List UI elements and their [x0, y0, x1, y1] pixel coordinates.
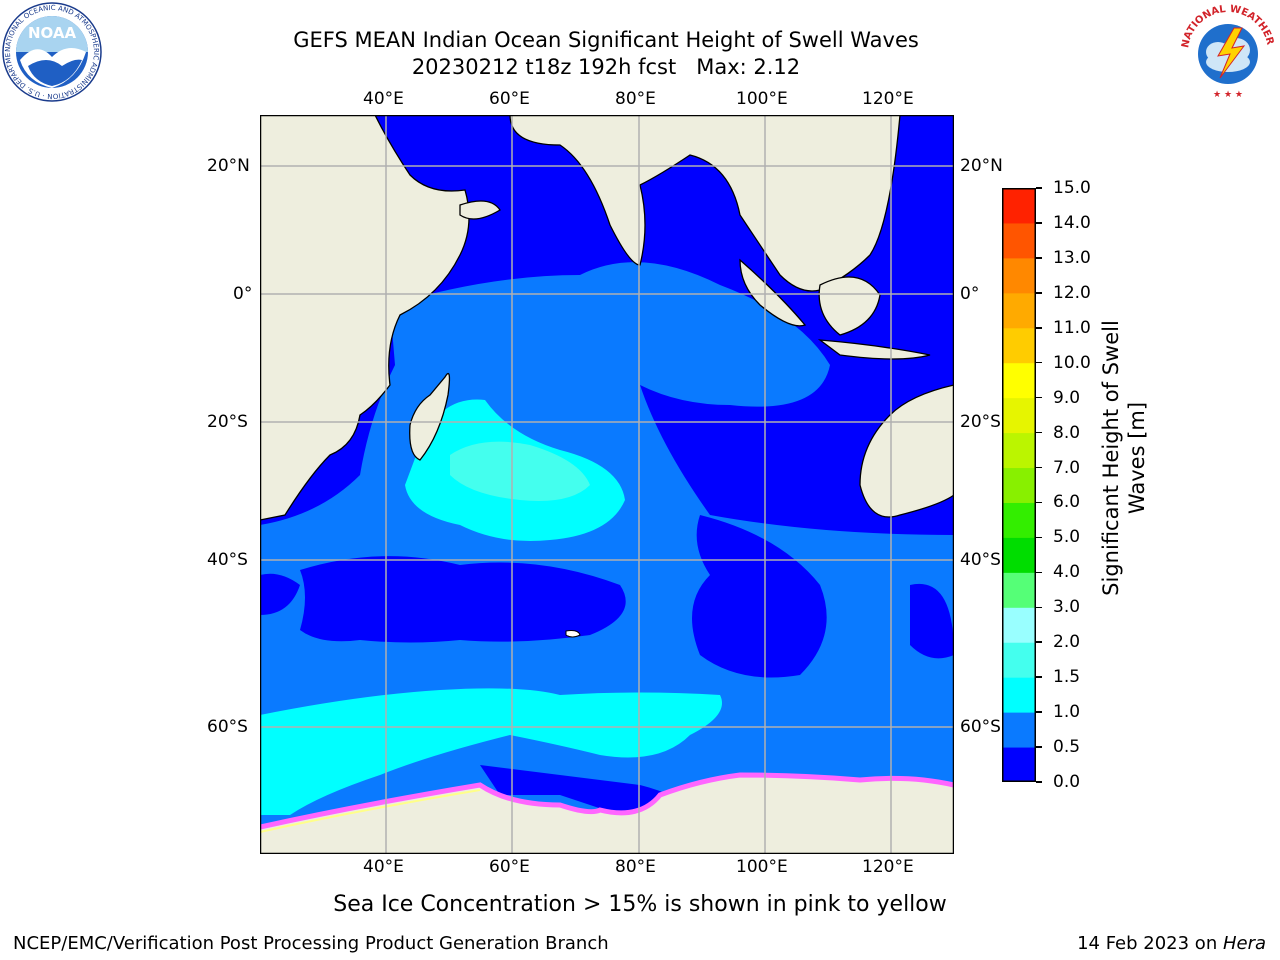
- colorbar-tick-mark: [1036, 606, 1042, 609]
- lat-tick-left: 20°N: [207, 156, 250, 176]
- colorbar-tick-mark: [1036, 746, 1042, 748]
- colorbar-segment: [1002, 292, 1036, 329]
- colorbar-tick-mark: [1036, 187, 1042, 189]
- colorbar-tick-label: 3.0: [1053, 597, 1081, 618]
- colorbar-segment: [1002, 502, 1036, 538]
- colorbar-tick-mark: [1036, 466, 1042, 469]
- lat-tick-left: 40°S: [207, 550, 248, 570]
- sea-ice-note: Sea Ice Concentration > 15% is shown in …: [333, 892, 947, 917]
- lon-tick-top: 80°E: [615, 89, 656, 109]
- java-land: [817, 339, 931, 360]
- colorbar-segment: [1002, 607, 1036, 643]
- nws-logo: NATIONAL WEATHER SERVICE ★ ★ ★: [1178, 2, 1277, 101]
- colorbar-tick-label: 15.0: [1053, 178, 1091, 198]
- footer-branch: NCEP/EMC/Verification Post Processing Pr…: [13, 933, 609, 954]
- colorbar-tick-mark: [1036, 292, 1042, 294]
- footer-date: 14 Feb 2023 on Hera: [1077, 933, 1266, 954]
- colorbar-tick-label: 13.0: [1053, 247, 1091, 268]
- lon-tick-bottom: 60°E: [489, 857, 530, 877]
- colorbar-segment: [1002, 572, 1036, 608]
- lat-tick-left: 60°S: [207, 717, 248, 737]
- colorbar-segment: [1002, 747, 1036, 782]
- sea-ice-edge: [260, 772, 954, 830]
- lon-tick-bottom: 100°E: [736, 857, 788, 877]
- colorbar-segment: [1002, 642, 1036, 678]
- borneo-land: [818, 276, 881, 336]
- colorbar-tick-label: 10.0: [1053, 352, 1091, 373]
- colorbar-tick-label: 1.0: [1053, 702, 1081, 723]
- sumatra-land: [739, 258, 807, 327]
- colorbar-tick-label: 4.0: [1053, 562, 1081, 583]
- madagascar-land: [409, 372, 451, 461]
- svg-text:★ ★ ★: ★ ★ ★: [1213, 90, 1243, 100]
- lon-tick-bottom: 40°E: [363, 857, 404, 877]
- lat-tick-right: 0°: [960, 284, 980, 304]
- colorbar-tick-mark: [1036, 676, 1042, 678]
- colorbar-tick-mark: [1036, 431, 1042, 434]
- colorbar-tick-mark: [1036, 571, 1042, 574]
- lat-tick-right: 40°S: [960, 550, 1001, 570]
- colorbar-segment: [1002, 432, 1036, 469]
- colorbar-segment: [1002, 257, 1036, 294]
- noaa-logo: NATIONAL OCEANIC AND ATMOSPHERIC ADMINIS…: [2, 2, 102, 102]
- colorbar-tick-mark: [1036, 781, 1042, 783]
- colorbar-tick-mark: [1036, 536, 1042, 539]
- colorbar-tick-mark: [1036, 327, 1042, 329]
- lon-tick-top: 100°E: [736, 89, 788, 109]
- lat-tick-left: 0°: [233, 284, 253, 304]
- gridlines: [260, 115, 954, 854]
- colorbar-tick-label: 8.0: [1053, 422, 1081, 443]
- lon-tick-top: 40°E: [363, 89, 404, 109]
- colorbar-tick-label: 6.0: [1053, 492, 1081, 513]
- lon-tick-top: 120°E: [862, 89, 914, 109]
- colorbar-tick-label: 12.0: [1053, 282, 1091, 303]
- colorbar-tick-label: 7.0: [1053, 457, 1081, 478]
- colorbar-tick-label: 0.0: [1053, 772, 1081, 792]
- swell-band-0-05: [260, 515, 954, 815]
- australia-land: [859, 384, 954, 518]
- swell-band-15-20: [450, 441, 590, 501]
- colorbar-segment: [1002, 188, 1036, 224]
- colorbar-tick-mark: [1036, 711, 1042, 713]
- lon-tick-bottom: 80°E: [615, 857, 656, 877]
- colorbar-tick-mark: [1036, 396, 1042, 399]
- lat-tick-left: 20°S: [207, 412, 248, 432]
- lon-tick-top: 60°E: [489, 89, 530, 109]
- colorbar-tick-mark: [1036, 641, 1042, 643]
- map-title: GEFS MEAN Indian Ocean Significant Heigh…: [293, 28, 919, 52]
- colorbar-segment: [1002, 222, 1036, 259]
- svg-text:NOAA: NOAA: [28, 24, 77, 42]
- map-frame: [260, 115, 954, 854]
- asia-land: [440, 115, 901, 292]
- colorbar-segment: [1002, 362, 1036, 399]
- colorbar-segment: [1002, 712, 1036, 748]
- africa-land: [260, 115, 470, 521]
- colorbar-tick-label: 11.0: [1053, 317, 1091, 338]
- colorbar-tick-mark: [1036, 501, 1042, 504]
- map-subtitle: 20230212 t18z 192h fcst Max: 2.12: [411, 55, 801, 79]
- colorbar-tick-mark: [1036, 222, 1042, 224]
- colorbar-tick-label: 9.0: [1053, 387, 1081, 408]
- colorbar-segment: [1002, 397, 1036, 434]
- lat-tick-right: 20°N: [960, 156, 1003, 176]
- lon-tick-bottom: 120°E: [862, 857, 914, 877]
- colorbar-tick-label: 14.0: [1053, 212, 1091, 233]
- colorbar: [1002, 188, 1036, 782]
- colorbar-segment: [1002, 467, 1036, 503]
- lat-tick-right: 20°S: [960, 412, 1001, 432]
- lat-tick-right: 60°S: [960, 717, 1001, 737]
- colorbar-tick-label: 0.5: [1053, 737, 1081, 758]
- colorbar-segment: [1002, 327, 1036, 364]
- colorbar-tick-label: 2.0: [1053, 632, 1081, 653]
- colorbar-tick-label: 5.0: [1053, 527, 1081, 548]
- map-panel: [260, 115, 954, 854]
- colorbar-segment: [1002, 677, 1036, 713]
- colorbar-tick-mark: [1036, 257, 1042, 259]
- colorbar-segment: [1002, 537, 1036, 573]
- colorbar-tick-mark: [1036, 361, 1042, 364]
- colorbar-tick-label: 1.5: [1053, 667, 1081, 688]
